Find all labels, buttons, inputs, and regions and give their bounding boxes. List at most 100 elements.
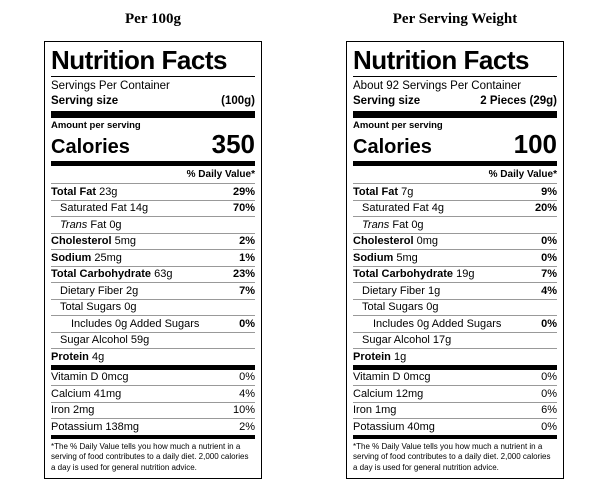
divider-medium <box>51 161 255 166</box>
column-title: Per Serving Weight <box>392 11 518 27</box>
column-per-serving-weight: Per Serving Weight Nutrition Facts About… <box>346 6 564 479</box>
daily-value: 0% <box>541 317 557 330</box>
daily-value: 0% <box>239 317 255 330</box>
vitamin-rows: Vitamin D 0mcg 0% Calcium 12mg 0% Iron 1mg 6%… <box>353 370 557 435</box>
calories-label: Calories <box>353 136 432 158</box>
amount-per-serving: Amount per serving <box>51 120 141 131</box>
nutrient-row: Trans Fat 0g <box>51 217 255 234</box>
column-per-100g: Per 100g Nutrition Facts Servings Per Co… <box>44 6 262 479</box>
daily-value: 7% <box>541 268 557 280</box>
nutrient-name: Potassium 138mg <box>51 420 140 433</box>
nutrient-name: Calcium 12mg <box>353 387 424 400</box>
nutrient-name: Total Fat 7g <box>353 185 414 198</box>
nutrient-row: Total Carbohydrate 19g 7% <box>353 267 557 283</box>
daily-value: 9% <box>541 185 557 198</box>
nutrient-name: Cholesterol 0mg <box>353 235 438 247</box>
divider-thick <box>51 111 255 118</box>
column-title: Per 100g <box>125 11 181 27</box>
footnote: *The % Daily Value tells you how much a … <box>353 441 551 472</box>
nutrient-name: Cholesterol 5mg <box>51 235 136 247</box>
serving-size-value: (100g) <box>221 95 255 107</box>
nutrient-row: Total Fat 7g 9% <box>353 184 557 201</box>
calories-value: 100 <box>513 129 557 159</box>
nutrient-name: Includes 0g Added Sugars <box>373 317 502 330</box>
nutrient-row: Sugar Alcohol 17g <box>353 333 557 349</box>
daily-value: 0% <box>541 371 557 383</box>
nutrient-row: Sugar Alcohol 59g <box>51 333 255 349</box>
daily-value: 2% <box>239 235 255 247</box>
daily-value: 0% <box>541 420 557 433</box>
nutrient-row: Iron 1mg 6% <box>353 403 557 419</box>
serving-size-row: Serving size 2 Pieces (29g) <box>353 93 557 111</box>
daily-value-header: % Daily Value* <box>51 166 255 184</box>
divider-medium <box>353 364 557 370</box>
daily-value: 6% <box>541 404 557 416</box>
nutrient-name: Total Carbohydrate 63g <box>51 268 173 280</box>
calories-row: Calories 100 <box>353 131 557 161</box>
nutrient-row: Sodium 25mg 1% <box>51 250 255 267</box>
daily-value: 2% <box>239 420 255 433</box>
nutrient-row: Dietary Fiber 2g 7% <box>51 283 255 300</box>
nutrient-row: Cholesterol 0mg 0% <box>353 234 557 250</box>
calories-row: Calories 350 <box>51 131 255 161</box>
footnote: *The % Daily Value tells you how much a … <box>51 441 249 472</box>
labels-comparison: Per 100g Nutrition Facts Servings Per Co… <box>44 6 564 479</box>
vitamin-rows: Vitamin D 0mcg 0% Calcium 41mg 4% Iron 2mg 10… <box>51 370 255 435</box>
nutrition-facts-label: Nutrition Facts About 92 Servings Per Co… <box>346 41 564 479</box>
daily-value: 4% <box>239 387 255 400</box>
nutrient-row: Includes 0g Added Sugars 0% <box>353 316 557 333</box>
nutrient-name: Potassium 40mg <box>353 420 435 433</box>
daily-value: 4% <box>541 284 557 297</box>
nutrient-row: Potassium 138mg 2% <box>51 419 255 435</box>
nutrient-row: Total Sugars 0g <box>51 300 255 316</box>
nutrient-name: Trans Fat 0g <box>362 218 424 231</box>
nutrient-name: Protein 1g <box>353 350 407 363</box>
divider-thick <box>353 111 557 118</box>
nutrient-row: Sodium 5mg 0% <box>353 250 557 267</box>
nutrient-row: Total Fat 23g 29% <box>51 184 255 201</box>
nutrient-name: Calcium 41mg <box>51 387 122 400</box>
serving-size-label: Serving size <box>51 95 119 107</box>
nutrient-row: Saturated Fat 14g 70% <box>51 201 255 217</box>
serving-size-row: Serving size (100g) <box>51 93 255 111</box>
nutrition-facts-heading: Nutrition Facts <box>51 47 255 77</box>
daily-value: 0% <box>541 251 557 264</box>
divider-medium <box>51 434 255 439</box>
nutrient-row: Vitamin D 0mcg 0% <box>353 370 557 386</box>
nutrient-row: Protein 4g <box>51 349 255 365</box>
nutrient-name: Total Sugars 0g <box>60 301 137 313</box>
nutrient-name: Dietary Fiber 1g <box>362 284 441 297</box>
divider-medium <box>353 161 557 166</box>
nutrient-name: Total Sugars 0g <box>362 301 439 313</box>
nutrient-name: Total Fat 23g <box>51 185 118 198</box>
daily-value: 7% <box>239 284 255 297</box>
servings-per-container: Servings Per Container <box>51 80 170 92</box>
amount-per-serving: Amount per serving <box>353 120 443 131</box>
nutrient-row: Trans Fat 0g <box>353 217 557 234</box>
nutrient-rows: Total Fat 23g 29% Saturated Fat 14g 70% Tran… <box>51 184 255 365</box>
nutrient-name: Sodium 5mg <box>353 251 418 264</box>
nutrient-row: Dietary Fiber 1g 4% <box>353 283 557 300</box>
nutrient-name: Sodium 25mg <box>51 251 122 264</box>
nutrient-name: Iron 2mg <box>51 404 95 416</box>
nutrient-row: Iron 2mg 10% <box>51 403 255 419</box>
nutrient-name: Dietary Fiber 2g <box>60 284 139 297</box>
nutrient-row: Total Carbohydrate 63g 23% <box>51 267 255 283</box>
divider-medium <box>51 364 255 370</box>
daily-value: 70% <box>232 202 255 214</box>
nutrient-row: Calcium 12mg 0% <box>353 386 557 403</box>
daily-value: 0% <box>541 235 557 247</box>
nutrient-row: Potassium 40mg 0% <box>353 419 557 435</box>
nutrient-name: Sugar Alcohol 17g <box>362 334 452 346</box>
nutrient-name: Sugar Alcohol 59g <box>60 334 150 346</box>
nutrition-facts-heading: Nutrition Facts <box>353 47 557 77</box>
nutrient-name: Vitamin D 0mcg <box>353 371 431 383</box>
nutrient-row: Cholesterol 5mg 2% <box>51 234 255 250</box>
serving-size-value: 2 Pieces (29g) <box>480 95 557 107</box>
servings-per-container: About 92 Servings Per Container <box>353 80 522 92</box>
divider-medium <box>353 434 557 439</box>
nutrient-row: Calcium 41mg 4% <box>51 386 255 403</box>
calories-value: 350 <box>211 129 255 159</box>
daily-value: 0% <box>239 371 255 383</box>
nutrient-name: Protein 4g <box>51 350 105 363</box>
